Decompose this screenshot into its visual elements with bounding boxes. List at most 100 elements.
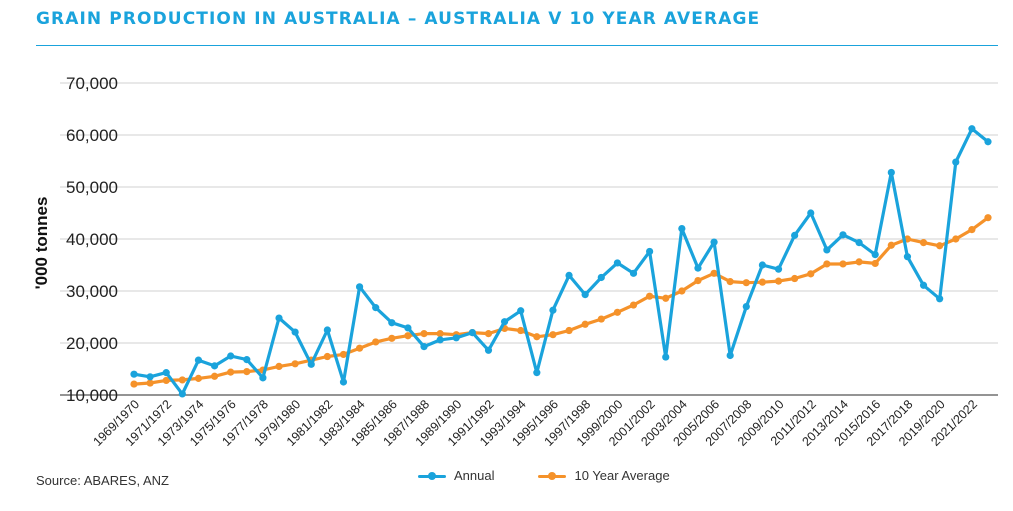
data-point-annual <box>388 319 396 327</box>
data-point-10-year-average <box>178 376 186 384</box>
data-point-annual <box>404 324 412 332</box>
data-point-annual <box>758 261 767 269</box>
legend-item-average: 10 Year Average <box>538 468 670 483</box>
data-point-annual <box>291 328 299 336</box>
data-point-annual <box>919 281 928 289</box>
data-point-10-year-average <box>210 372 219 380</box>
data-point-annual <box>984 138 992 146</box>
legend-swatch-annual <box>418 471 446 481</box>
data-point-10-year-average <box>243 368 251 376</box>
data-point-10-year-average <box>662 294 670 302</box>
data-point-10-year-average <box>678 287 686 295</box>
data-point-10-year-average <box>162 376 170 385</box>
data-point-10-year-average <box>742 279 750 287</box>
data-point-10-year-average <box>710 269 718 277</box>
data-point-annual <box>742 303 750 311</box>
data-point-annual <box>355 283 364 291</box>
data-point-annual <box>662 353 670 361</box>
data-point-annual <box>871 251 879 259</box>
data-point-10-year-average <box>517 326 525 335</box>
data-point-10-year-average <box>758 278 767 286</box>
data-point-10-year-average <box>984 214 992 222</box>
y-tick-label: 20,000 <box>66 334 118 353</box>
data-point-annual <box>774 265 783 273</box>
data-point-annual <box>726 351 734 360</box>
data-point-10-year-average <box>629 301 638 309</box>
data-point-annual <box>146 373 154 381</box>
data-point-10-year-average <box>549 331 557 339</box>
data-point-10-year-average <box>807 270 815 278</box>
data-point-annual <box>823 246 831 254</box>
legend-label-annual: Annual <box>454 468 495 483</box>
data-point-annual <box>791 231 799 239</box>
data-point-annual <box>339 378 348 386</box>
data-point-annual <box>533 369 541 377</box>
data-point-10-year-average <box>791 274 799 283</box>
data-point-10-year-average <box>388 334 396 342</box>
data-point-annual <box>227 352 235 360</box>
y-tick-label: 60,000 <box>66 126 118 145</box>
data-point-annual <box>452 334 460 342</box>
legend-item-annual: Annual <box>418 468 494 483</box>
title-divider <box>36 45 998 46</box>
data-point-10-year-average <box>355 344 364 352</box>
y-tick-label: 70,000 <box>66 74 118 93</box>
data-point-annual <box>839 231 847 239</box>
data-point-annual <box>855 239 863 247</box>
data-point-annual <box>710 238 718 246</box>
data-point-annual <box>468 329 476 337</box>
data-point-annual <box>887 168 895 177</box>
data-point-annual <box>807 209 815 217</box>
data-point-10-year-average <box>597 315 605 323</box>
data-point-10-year-average <box>484 330 493 338</box>
data-point-annual <box>130 370 138 378</box>
data-point-10-year-average <box>581 320 589 328</box>
data-point-annual <box>420 343 428 351</box>
legend-swatch-average <box>538 471 567 481</box>
data-point-10-year-average <box>404 332 412 340</box>
data-point-10-year-average <box>936 242 944 250</box>
data-point-annual <box>565 271 573 279</box>
data-point-annual <box>968 125 976 133</box>
data-point-annual <box>549 306 557 314</box>
data-point-10-year-average <box>871 259 879 268</box>
data-point-10-year-average <box>839 260 847 268</box>
data-point-10-year-average <box>694 277 702 285</box>
data-point-10-year-average <box>194 374 203 382</box>
data-point-10-year-average <box>323 352 331 361</box>
data-point-annual <box>903 253 912 261</box>
line-chart: 10,000 20,000 30,000 40,000 50,000 60,000 70,0… <box>32 74 998 449</box>
data-point-10-year-average <box>726 278 734 286</box>
chart-legend: Annual 10 Year Average <box>418 468 670 483</box>
data-point-10-year-average <box>968 226 976 234</box>
data-point-annual <box>436 336 444 344</box>
data-point-annual <box>613 259 621 267</box>
data-point-10-year-average <box>919 239 928 247</box>
data-point-annual <box>581 291 589 299</box>
data-point-10-year-average <box>613 308 621 316</box>
data-point-annual <box>484 346 493 354</box>
y-tick-label: 10,000 <box>66 386 118 405</box>
data-point-annual <box>597 273 605 282</box>
data-point-annual <box>646 247 654 256</box>
data-point-10-year-average <box>146 379 154 387</box>
data-point-10-year-average <box>565 326 573 335</box>
data-point-annual <box>194 356 203 364</box>
data-point-annual <box>501 318 509 326</box>
data-point-annual <box>275 314 283 322</box>
data-point-annual <box>162 369 170 377</box>
data-point-annual <box>243 356 251 364</box>
chart-title: GRAIN PRODUCTION IN AUSTRALIA – AUSTRALI… <box>36 9 761 29</box>
data-point-annual <box>952 158 960 166</box>
data-point-annual <box>210 362 219 370</box>
data-point-annual <box>323 326 331 334</box>
data-point-10-year-average <box>774 277 783 285</box>
data-point-10-year-average <box>339 350 348 359</box>
data-point-10-year-average <box>420 330 428 338</box>
data-point-annual <box>678 225 686 233</box>
data-point-annual <box>694 264 702 272</box>
data-point-annual <box>307 360 315 368</box>
data-point-annual <box>259 374 267 382</box>
data-point-10-year-average <box>130 380 138 388</box>
data-point-10-year-average <box>227 368 235 376</box>
